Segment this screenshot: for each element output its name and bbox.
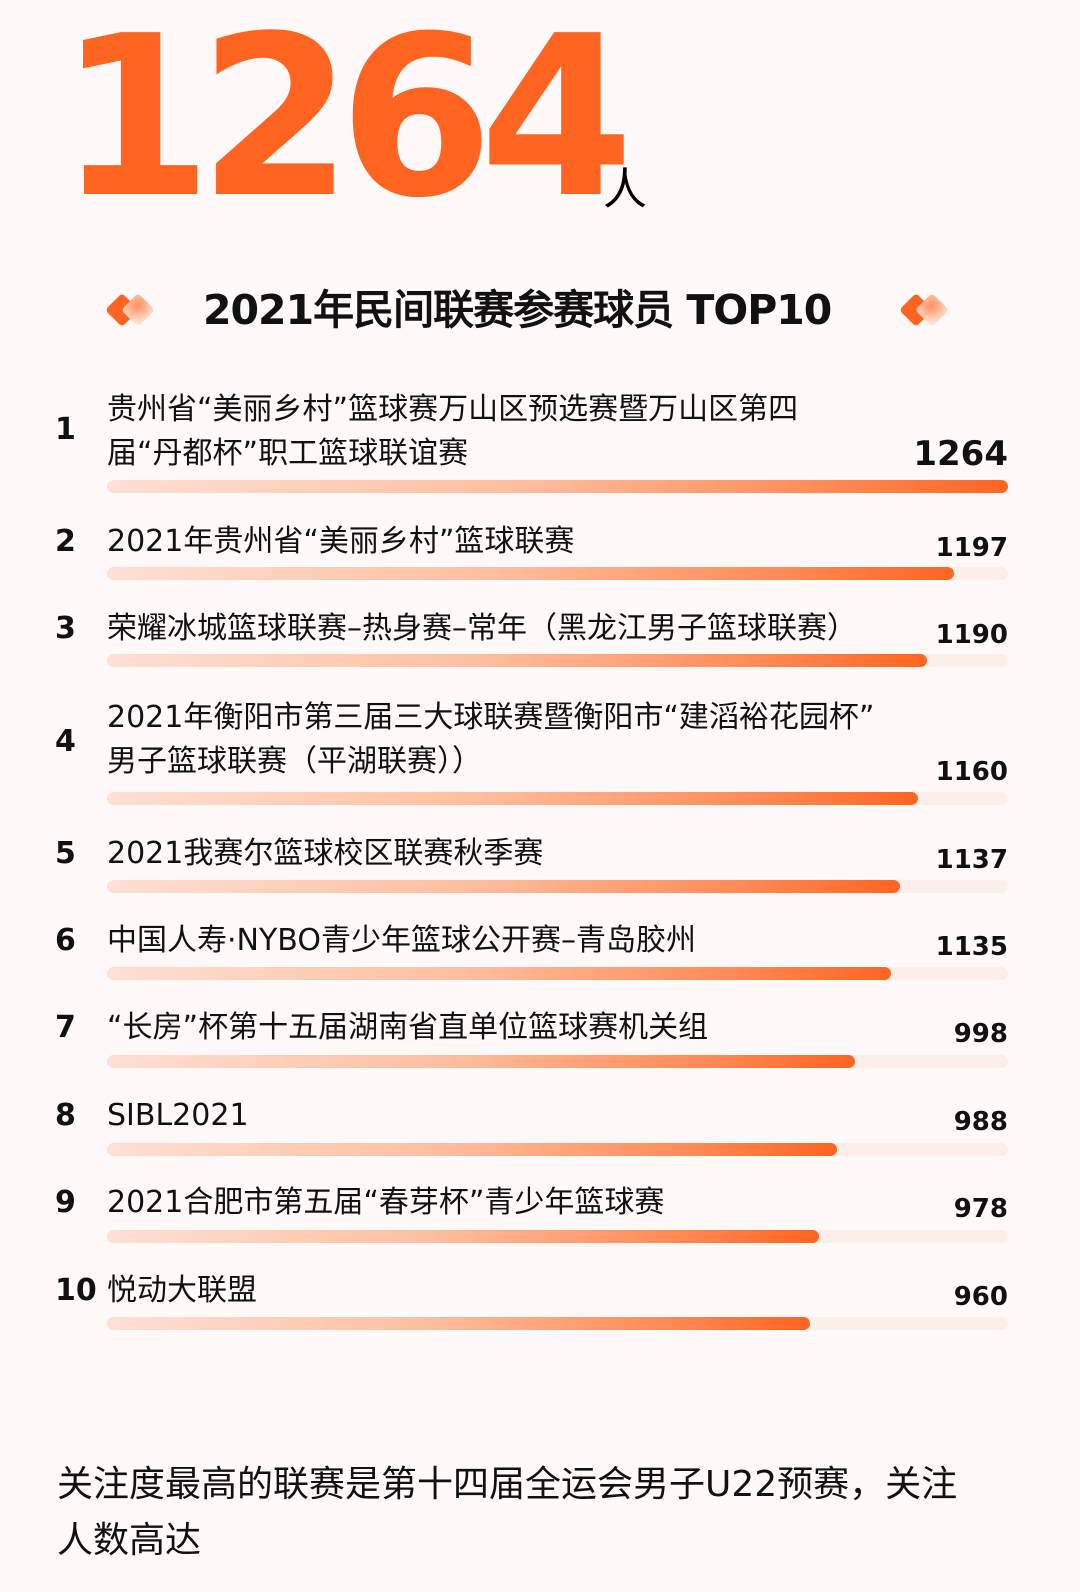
bar-fill [107,1230,819,1243]
bar-fill [107,880,900,893]
league-name-line2: 男子篮球联赛（平湖联赛）） [107,744,482,779]
section-title: 2021年民间联赛参赛球员 TOP10 [203,286,832,334]
summary-text: 关注度最高的联赛是第十四届全运会男子U22预赛，关注 人数高达 [57,1457,1017,1569]
rank-number: 6 [55,923,76,958]
rank-number: 1 [55,412,76,447]
bar-fill [107,567,954,580]
bar-track [107,880,1008,893]
bar-fill [107,967,891,980]
league-name-line2: 届“丹都杯”职工篮球联谊赛 [107,436,469,471]
league-name: 2021年衡阳市第三届三大球联赛暨衡阳市“建滔裕花园杯” 男子篮球联赛（平湖联赛… [107,696,907,784]
double-diamond-icon [104,292,164,328]
bar-track [107,792,1008,805]
rank-number: 8 [55,1098,76,1133]
league-name: 2021年贵州省“美丽乡村”篮球联赛 [107,524,575,559]
hero-number: 1264 [58,0,634,247]
league-name: 悦动大联盟 [107,1273,257,1308]
player-count: 1190 [935,620,1008,650]
bar-track [107,1143,1008,1156]
player-count: 978 [953,1194,1008,1224]
player-count: 1135 [935,932,1008,962]
bar-fill [107,1055,855,1068]
double-diamond-icon [898,292,958,328]
player-count: 1264 [913,434,1008,474]
bar-track [107,654,1008,667]
summary-line2: 人数高达 [57,1520,202,1561]
rank-number: 10 [55,1273,97,1308]
league-name: “长房”杯第十五届湖南省直单位篮球赛机关组 [107,1010,709,1045]
bar-track [107,1317,1008,1330]
league-name-line1: 贵州省“美丽乡村”篮球赛万山区预选赛暨万山区第四 [107,392,799,427]
league-name-line1: 2021年衡阳市第三届三大球联赛暨衡阳市“建滔裕花园杯” [107,700,875,735]
bar-track [107,567,1008,580]
league-name: 2021合肥市第五届“春芽杯”青少年篮球赛 [107,1185,665,1220]
player-count: 1160 [935,757,1008,787]
league-name: SIBL2021 [107,1098,249,1133]
league-name: 荣耀冰城篮球联赛–热身赛–常年（黑龙江男子篮球联赛） [107,611,857,646]
player-count: 1137 [935,845,1008,875]
rank-number: 4 [55,724,76,759]
rank-number: 2 [55,524,76,559]
bar-track [107,480,1008,493]
rank-number: 3 [55,611,76,646]
section-title-row: 2021年民间联赛参赛球员 TOP10 [0,280,1080,340]
bar-track [107,967,1008,980]
bar-fill [107,792,918,805]
summary-line1: 关注度最高的联赛是第十四届全运会男子U22预赛，关注 [57,1464,958,1505]
player-count: 988 [953,1107,1008,1137]
bar-track [107,1230,1008,1243]
bar-track [107,1055,1008,1068]
league-name: 中国人寿·NYBO青少年篮球公开赛–青岛胶州 [107,923,696,958]
league-name: 贵州省“美丽乡村”篮球赛万山区预选赛暨万山区第四 届“丹都杯”职工篮球联谊赛 [107,388,867,476]
rank-number: 9 [55,1185,76,1220]
rank-number: 5 [55,836,76,871]
rank-number: 7 [55,1010,76,1045]
player-count: 998 [953,1019,1008,1049]
player-count: 960 [953,1282,1008,1312]
league-name: 2021我赛尔篮球校区联赛秋季赛 [107,836,544,871]
bar-fill [107,1317,810,1330]
bar-fill [107,480,1008,493]
bar-fill [107,1143,837,1156]
player-count: 1197 [935,533,1008,563]
hero-unit: 人 [603,164,647,215]
bar-fill [107,654,927,667]
